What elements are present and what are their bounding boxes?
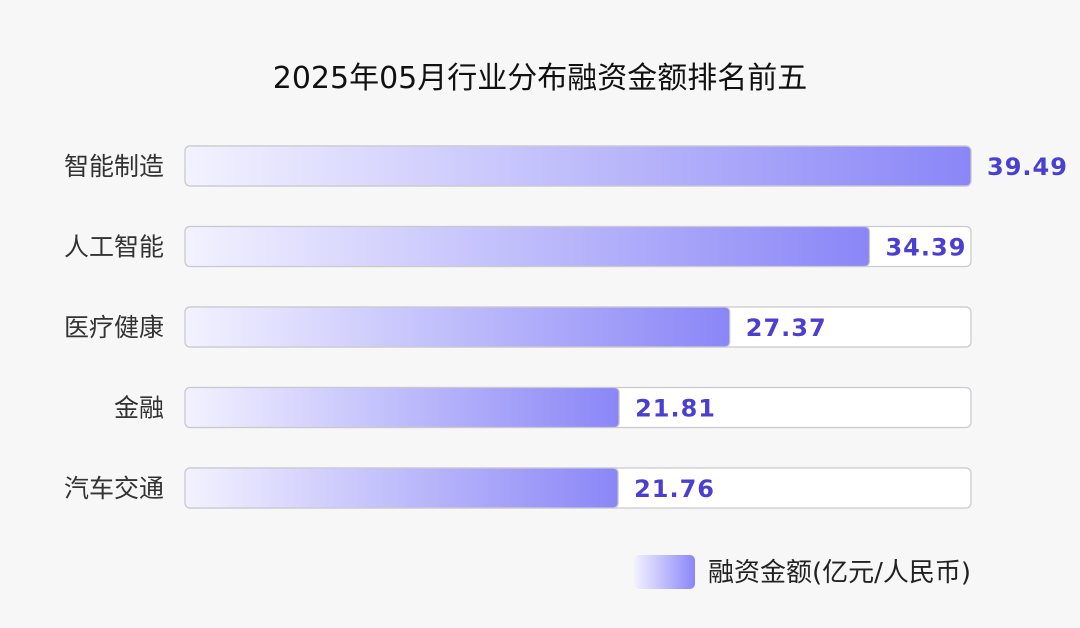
value-label: 27.37 <box>746 314 827 342</box>
category-label: 汽车交通 <box>64 474 164 503</box>
legend: 融资金额(亿元/人民币) <box>634 555 971 589</box>
value-label: 21.76 <box>634 475 715 503</box>
bar <box>184 306 731 348</box>
bars-group: 智能制造 39.49 人工智能 34.39 医疗健康 27.37 金融 21.81 汽车交通 21… <box>64 145 1068 509</box>
legend-label: 融资金额(亿元/人民币) <box>708 558 971 588</box>
category-label: 金融 <box>114 394 164 423</box>
category-label: 医疗健康 <box>64 313 164 342</box>
category-label: 智能制造 <box>64 152 164 181</box>
value-label: 34.39 <box>885 234 966 262</box>
value-label: 21.81 <box>635 395 716 423</box>
bar <box>184 145 972 187</box>
legend-swatch <box>634 555 695 589</box>
bar <box>184 386 620 429</box>
chart-title: 2025年05月行业分布融资金额排名前五 <box>273 61 808 96</box>
category-label: 人工智能 <box>64 233 164 262</box>
bar <box>184 467 619 509</box>
bar <box>184 225 871 268</box>
value-label: 39.49 <box>987 153 1068 181</box>
